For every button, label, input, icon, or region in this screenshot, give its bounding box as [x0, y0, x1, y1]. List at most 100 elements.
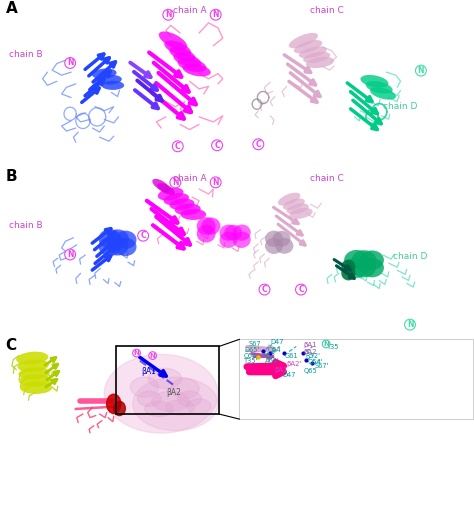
Text: βA2: βA2: [303, 348, 317, 355]
Ellipse shape: [273, 231, 291, 247]
Ellipse shape: [114, 401, 125, 416]
Text: chain B: chain B: [9, 221, 43, 230]
Ellipse shape: [99, 229, 121, 248]
Ellipse shape: [152, 179, 170, 192]
Text: chain B: chain B: [9, 50, 43, 59]
Text: C: C: [262, 285, 267, 294]
Text: C: C: [175, 142, 181, 151]
Ellipse shape: [170, 199, 194, 210]
Ellipse shape: [164, 41, 191, 56]
Ellipse shape: [178, 391, 201, 406]
Text: B: B: [6, 169, 18, 184]
Ellipse shape: [166, 400, 194, 415]
Ellipse shape: [360, 250, 384, 270]
Text: βA1: βA1: [141, 367, 156, 376]
Ellipse shape: [106, 229, 129, 248]
Ellipse shape: [92, 69, 117, 79]
Ellipse shape: [303, 52, 330, 63]
Ellipse shape: [299, 46, 327, 58]
Ellipse shape: [152, 391, 190, 411]
Bar: [116, 346, 219, 414]
Text: S67': S67': [315, 363, 329, 369]
Text: D47: D47: [283, 372, 296, 378]
Ellipse shape: [286, 203, 309, 214]
Text: N: N: [418, 66, 424, 75]
Bar: [239, 339, 473, 419]
Ellipse shape: [352, 258, 376, 277]
Ellipse shape: [115, 238, 137, 256]
Text: βA2': βA2': [287, 361, 302, 367]
Ellipse shape: [352, 250, 376, 270]
Ellipse shape: [197, 217, 216, 235]
Text: D65': D65': [244, 347, 259, 353]
Ellipse shape: [344, 258, 369, 278]
Text: βA2: βA2: [166, 388, 181, 397]
Ellipse shape: [158, 187, 183, 201]
Ellipse shape: [201, 217, 220, 235]
Text: C66: C66: [244, 353, 257, 359]
Text: N: N: [212, 178, 219, 187]
Ellipse shape: [289, 208, 313, 219]
Text: A63': A63': [265, 358, 280, 364]
Ellipse shape: [173, 53, 201, 67]
Ellipse shape: [219, 232, 237, 248]
Text: chain A: chain A: [173, 6, 206, 15]
Ellipse shape: [187, 399, 211, 414]
Ellipse shape: [341, 260, 356, 274]
Ellipse shape: [344, 250, 369, 270]
Text: G61: G61: [284, 353, 298, 359]
Ellipse shape: [169, 47, 196, 61]
Ellipse shape: [18, 360, 49, 372]
Ellipse shape: [101, 81, 124, 90]
Ellipse shape: [16, 352, 48, 365]
Text: chain A: chain A: [173, 174, 206, 183]
Text: chain D: chain D: [393, 252, 427, 261]
Ellipse shape: [341, 266, 356, 280]
Text: C: C: [6, 338, 17, 354]
Text: Q54: Q54: [268, 347, 282, 353]
Text: C: C: [214, 141, 220, 150]
Text: N: N: [323, 341, 329, 347]
Ellipse shape: [306, 57, 334, 68]
Text: S67: S67: [248, 341, 261, 347]
Ellipse shape: [137, 391, 161, 406]
Ellipse shape: [18, 367, 50, 379]
Text: A: A: [6, 1, 18, 16]
Ellipse shape: [104, 355, 218, 433]
Text: R52': R52': [305, 353, 320, 359]
Text: βA1: βA1: [274, 367, 288, 373]
Ellipse shape: [20, 381, 52, 394]
Text: N: N: [172, 178, 179, 187]
Text: N: N: [134, 350, 139, 356]
Text: chain D: chain D: [383, 102, 418, 111]
Text: D47: D47: [270, 339, 283, 345]
Text: N: N: [67, 250, 73, 259]
Ellipse shape: [178, 58, 206, 72]
Text: chain C: chain C: [310, 174, 344, 183]
Ellipse shape: [19, 374, 51, 387]
Ellipse shape: [98, 75, 122, 85]
Ellipse shape: [115, 231, 137, 249]
Text: N: N: [150, 353, 155, 359]
Ellipse shape: [164, 193, 189, 205]
Ellipse shape: [294, 40, 322, 53]
Ellipse shape: [181, 209, 206, 220]
Ellipse shape: [171, 378, 199, 399]
Ellipse shape: [233, 225, 251, 241]
Ellipse shape: [224, 225, 242, 241]
Text: βA1: βA1: [303, 342, 317, 348]
Text: T35': T35': [244, 358, 258, 364]
Ellipse shape: [265, 238, 283, 254]
Ellipse shape: [360, 258, 384, 277]
Ellipse shape: [107, 237, 128, 256]
Text: C: C: [255, 140, 261, 149]
Ellipse shape: [265, 231, 283, 247]
Text: R52: R52: [262, 353, 275, 359]
Ellipse shape: [283, 199, 305, 210]
Ellipse shape: [145, 401, 173, 417]
Ellipse shape: [360, 75, 389, 87]
Text: Q65: Q65: [304, 368, 318, 374]
Text: N: N: [67, 58, 73, 68]
Ellipse shape: [182, 64, 211, 76]
Text: T35: T35: [327, 344, 339, 351]
